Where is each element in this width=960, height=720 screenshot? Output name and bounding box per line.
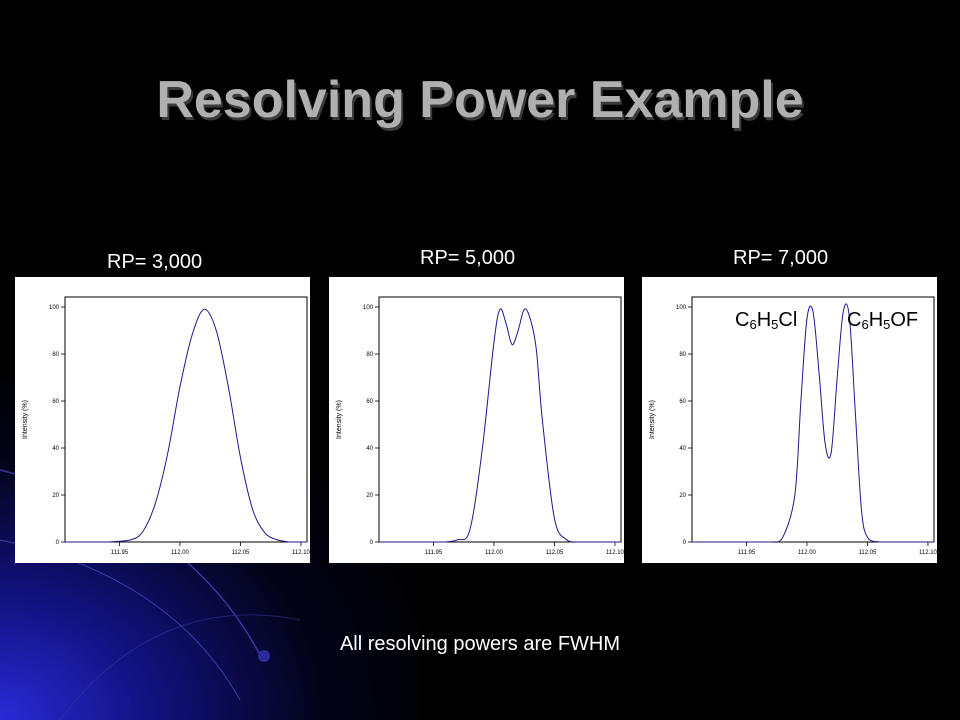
x-tick-label: 112.10 — [606, 550, 624, 556]
slide-title: Resolving Power Example — [156, 71, 804, 129]
y-tick-label: 60 — [679, 399, 686, 405]
chart-panel-1: 0 20 40 60 80 100 111.95 112.00 112.05 112.10 Inte… — [15, 277, 310, 563]
x-tick-label: 111.95 — [111, 550, 129, 556]
y-tick-label: 20 — [52, 493, 59, 499]
chart-panel-3: 0 20 40 60 80 100 111.95 112.00 112.05 112.10 Inte… — [642, 277, 937, 563]
footnote: All resolving powers are FWHM — [339, 633, 621, 655]
y-tick-label: 60 — [52, 399, 59, 405]
x-tick-label: 112.00 — [485, 550, 504, 556]
y-tick-label: 20 — [679, 493, 686, 499]
chart-rp-3000: 0 20 40 60 80 100 111.95 112.00 112.05 112.10 Inte… — [22, 296, 310, 556]
y-tick-label: 80 — [52, 352, 59, 358]
y-tick-label: 0 — [370, 540, 374, 546]
y-tick-label: 40 — [52, 446, 59, 452]
y-tick-label: 100 — [676, 305, 687, 311]
x-tick-label: 112.00 — [171, 550, 190, 556]
x-tick-label: 112.05 — [858, 550, 877, 556]
series-line — [379, 308, 621, 543]
plot-frame — [378, 296, 622, 543]
series-line — [65, 308, 307, 543]
series-line — [692, 303, 934, 543]
species-label-fluorophenol: C6H5OF — [847, 309, 919, 332]
chart-title-3: RP= 7,000 — [733, 247, 829, 269]
decorative-dot — [258, 650, 270, 662]
y-tick-label: 80 — [679, 352, 686, 358]
chart-title-2: RP= 5,000 — [420, 247, 516, 269]
chart-rp-7000: 0 20 40 60 80 100 111.95 112.00 112.05 112.10 Inte… — [649, 296, 937, 556]
x-tick-label: 112.05 — [545, 550, 564, 556]
y-tick-label: 60 — [366, 399, 373, 405]
chart-title-1: RP= 3,000 — [107, 251, 203, 273]
y-tick-label: 100 — [49, 305, 60, 311]
y-axis-label: Intensity (%) — [22, 400, 29, 439]
x-tick-label: 112.10 — [292, 550, 310, 556]
x-tick-label: 112.10 — [919, 550, 937, 556]
y-tick-label: 40 — [679, 446, 686, 452]
y-tick-label: 100 — [363, 305, 374, 311]
y-tick-label: 20 — [366, 493, 373, 499]
x-tick-label: 111.95 — [738, 550, 756, 556]
y-tick-label: 0 — [56, 540, 60, 546]
y-tick-label: 40 — [366, 446, 373, 452]
plot-frame — [64, 296, 308, 543]
y-axis-label: Intensity (%) — [336, 400, 343, 439]
x-tick-label: 111.95 — [425, 550, 443, 556]
chart-panel-2: 0 20 40 60 80 100 111.95 112.00 112.05 112.10 Inte… — [329, 277, 624, 563]
y-tick-label: 80 — [366, 352, 373, 358]
y-tick-label: 0 — [683, 540, 687, 546]
plot-frame — [691, 296, 935, 543]
y-axis-label: Intensity (%) — [649, 400, 656, 439]
x-tick-label: 112.00 — [798, 550, 817, 556]
species-label-chlorobenzene: C6H5Cl — [735, 309, 798, 332]
chart-rp-5000: 0 20 40 60 80 100 111.95 112.00 112.05 112.10 Inte… — [336, 296, 624, 556]
x-tick-label: 112.05 — [231, 550, 250, 556]
